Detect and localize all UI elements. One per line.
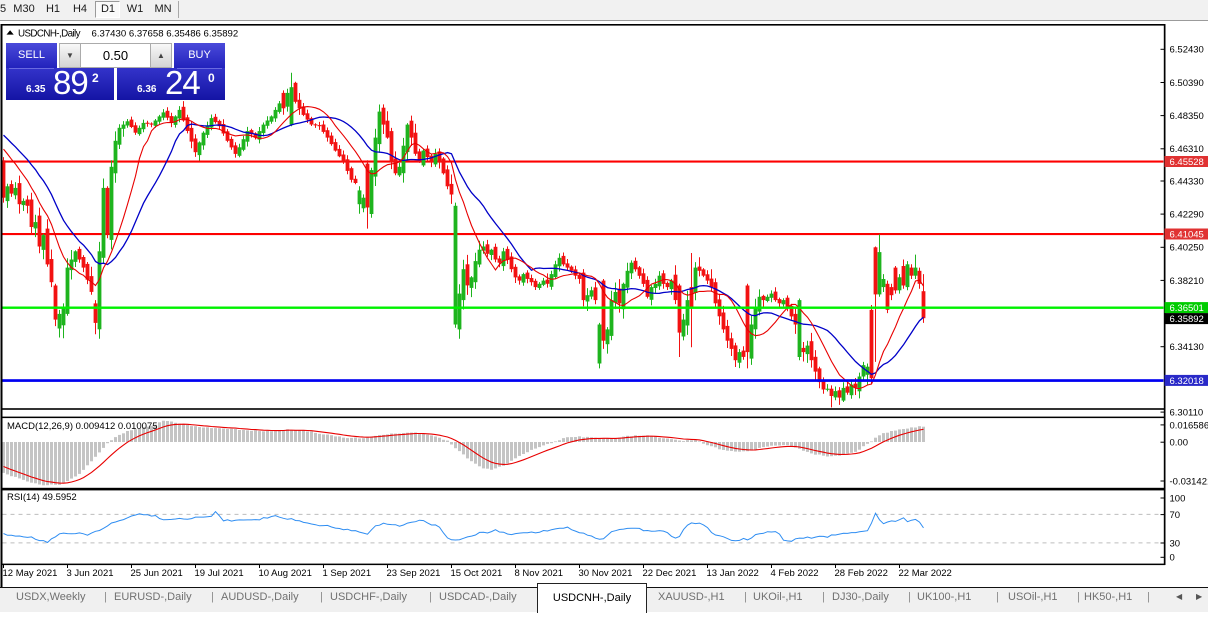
- svg-text:8 Nov 2021: 8 Nov 2021: [515, 568, 564, 579]
- svg-text:13 Jan 2022: 13 Jan 2022: [707, 568, 759, 579]
- svg-text:1 Sep 2021: 1 Sep 2021: [323, 568, 372, 579]
- svg-text:12 May 2021: 12 May 2021: [3, 568, 58, 579]
- svg-text:19 Jul 2021: 19 Jul 2021: [195, 568, 244, 579]
- svg-text:6.37430 6.37658 6.35486 6.3589: 6.37430 6.37658 6.35486 6.35892: [92, 29, 239, 40]
- svg-text:6.41045: 6.41045: [1170, 229, 1204, 240]
- svg-text:6.42290: 6.42290: [1170, 210, 1204, 221]
- svg-text:6.48350: 6.48350: [1170, 111, 1204, 122]
- svg-text:10 Aug 2021: 10 Aug 2021: [259, 568, 312, 579]
- svg-text:6.52430: 6.52430: [1170, 45, 1204, 56]
- svg-text:6.34130: 6.34130: [1170, 342, 1204, 353]
- svg-text:6.44330: 6.44330: [1170, 176, 1204, 187]
- svg-text:30 Nov 2021: 30 Nov 2021: [579, 568, 633, 579]
- svg-text:100: 100: [1170, 493, 1186, 504]
- svg-text:6.40250: 6.40250: [1170, 243, 1204, 254]
- svg-text:USDCNH-,Daily: USDCNH-,Daily: [18, 29, 81, 40]
- svg-text:0: 0: [1170, 553, 1175, 564]
- svg-text:30: 30: [1170, 538, 1181, 549]
- svg-text:25 Jun 2021: 25 Jun 2021: [131, 568, 183, 579]
- svg-text:22 Mar 2022: 22 Mar 2022: [899, 568, 952, 579]
- svg-text:70: 70: [1170, 510, 1181, 521]
- svg-text:15 Oct 2021: 15 Oct 2021: [451, 568, 503, 579]
- svg-text:3 Jun 2021: 3 Jun 2021: [67, 568, 114, 579]
- svg-text:4 Feb 2022: 4 Feb 2022: [771, 568, 819, 579]
- svg-text:6.45528: 6.45528: [1170, 157, 1204, 168]
- svg-text:0.00: 0.00: [1170, 438, 1189, 449]
- svg-text:6.46310: 6.46310: [1170, 144, 1204, 155]
- svg-text:28 Feb 2022: 28 Feb 2022: [835, 568, 888, 579]
- svg-text:6.38210: 6.38210: [1170, 276, 1204, 287]
- svg-text:22 Dec 2021: 22 Dec 2021: [643, 568, 697, 579]
- svg-text:6.50390: 6.50390: [1170, 78, 1204, 89]
- svg-text:RSI(14) 49.5952: RSI(14) 49.5952: [7, 492, 77, 503]
- svg-text:23 Sep 2021: 23 Sep 2021: [387, 568, 441, 579]
- svg-text:6.36501: 6.36501: [1170, 303, 1204, 314]
- svg-text:0.016586: 0.016586: [1170, 420, 1208, 431]
- svg-text:6.32018: 6.32018: [1170, 376, 1204, 387]
- svg-text:6.30110: 6.30110: [1170, 408, 1204, 419]
- svg-text:MACD(12,26,9) 0.009412 0.01007: MACD(12,26,9) 0.009412 0.010075: [7, 421, 158, 432]
- svg-text:6.35892: 6.35892: [1170, 314, 1204, 325]
